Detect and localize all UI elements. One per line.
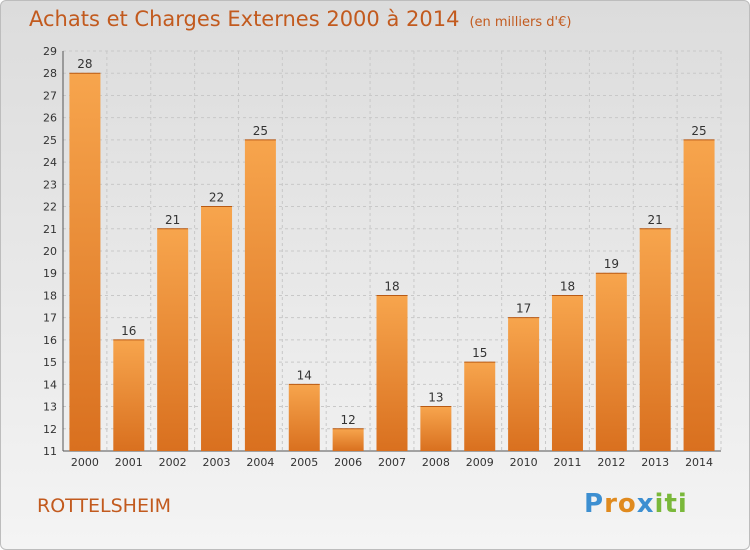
y-tick-label: 19	[43, 267, 57, 280]
bar	[376, 295, 408, 451]
x-tick-label: 2011	[553, 456, 581, 469]
place-name: ROTTELSHEIM	[37, 495, 171, 517]
x-tick-label: 2013	[641, 456, 669, 469]
bar	[288, 384, 320, 451]
data-label: 25	[691, 124, 706, 138]
x-tick-label: 2007	[378, 456, 406, 469]
y-tick-label: 20	[43, 245, 57, 258]
bar	[69, 73, 101, 451]
y-tick-label: 22	[43, 201, 57, 214]
chart-title-text: Achats et Charges Externes 2000 à 2014	[29, 7, 460, 31]
x-tick-label: 2010	[510, 456, 538, 469]
chart-subtitle: (en milliers d'€)	[469, 15, 572, 30]
x-tick-label: 2002	[159, 456, 187, 469]
bar	[595, 273, 627, 451]
x-tick-label: 2004	[246, 456, 274, 469]
data-label: 21	[648, 213, 663, 227]
x-tick-label: 2009	[466, 456, 494, 469]
proxiti-logo: Proxiti	[584, 489, 688, 519]
y-tick-label: 28	[43, 67, 57, 80]
data-label: 15	[472, 346, 487, 360]
logo-letter: r	[604, 489, 618, 519]
x-tick-label: 2003	[203, 456, 231, 469]
data-label: 25	[253, 124, 268, 138]
y-tick-label: 15	[43, 356, 57, 369]
data-label: 13	[428, 391, 443, 405]
y-tick-label: 21	[43, 223, 57, 236]
y-tick-label: 17	[43, 312, 57, 325]
data-label: 17	[516, 302, 531, 316]
y-tick-label: 23	[43, 178, 57, 191]
bar	[420, 406, 452, 451]
y-tick-label: 29	[43, 45, 57, 58]
bar	[157, 228, 189, 451]
bar	[551, 295, 583, 451]
y-tick-label: 14	[43, 378, 57, 391]
x-tick-label: 2006	[334, 456, 362, 469]
logo-letter: t	[664, 489, 678, 519]
bar	[201, 206, 233, 451]
y-tick-label: 26	[43, 112, 57, 125]
y-tick-label: 18	[43, 289, 57, 302]
data-label: 12	[340, 413, 355, 427]
y-tick-label: 16	[43, 334, 57, 347]
bar	[464, 362, 496, 451]
bars	[69, 72, 715, 451]
logo-letter: i	[677, 489, 688, 519]
logo-letter: i	[654, 489, 665, 519]
bar	[639, 228, 671, 451]
data-label: 22	[209, 191, 224, 205]
bar	[683, 139, 715, 451]
data-label: 19	[604, 257, 619, 271]
y-tick-label: 25	[43, 134, 57, 147]
y-tick-label: 11	[43, 445, 57, 458]
y-tick-label: 12	[43, 423, 57, 436]
bar	[113, 339, 145, 451]
x-tick-label: 2008	[422, 456, 450, 469]
data-label: 28	[77, 57, 92, 71]
logo-letter: o	[617, 489, 637, 519]
x-tick-label: 2001	[115, 456, 143, 469]
labels: 11 12 13 14 15 16 17 18 19 20 21 22 23 24 25 26 27 28 29 28…	[43, 45, 713, 469]
x-tick-label: 2005	[290, 456, 318, 469]
x-tick-label: 2014	[685, 456, 713, 469]
data-label: 14	[297, 368, 312, 382]
bar	[508, 317, 540, 451]
y-tick-label: 24	[43, 156, 57, 169]
chart-title: Achats et Charges Externes 2000 à 2014 (e…	[29, 7, 571, 31]
y-tick-label: 27	[43, 89, 57, 102]
data-label: 16	[121, 324, 136, 338]
data-label: 21	[165, 213, 180, 227]
logo-letter: x	[636, 489, 655, 519]
bar	[332, 428, 364, 451]
y-tick-label: 13	[43, 401, 57, 414]
logo-letter: P	[584, 489, 605, 519]
x-tick-label: 2000	[71, 456, 99, 469]
data-label: 18	[560, 279, 575, 293]
bar	[244, 139, 276, 451]
x-tick-label: 2012	[597, 456, 625, 469]
data-label: 18	[384, 279, 399, 293]
